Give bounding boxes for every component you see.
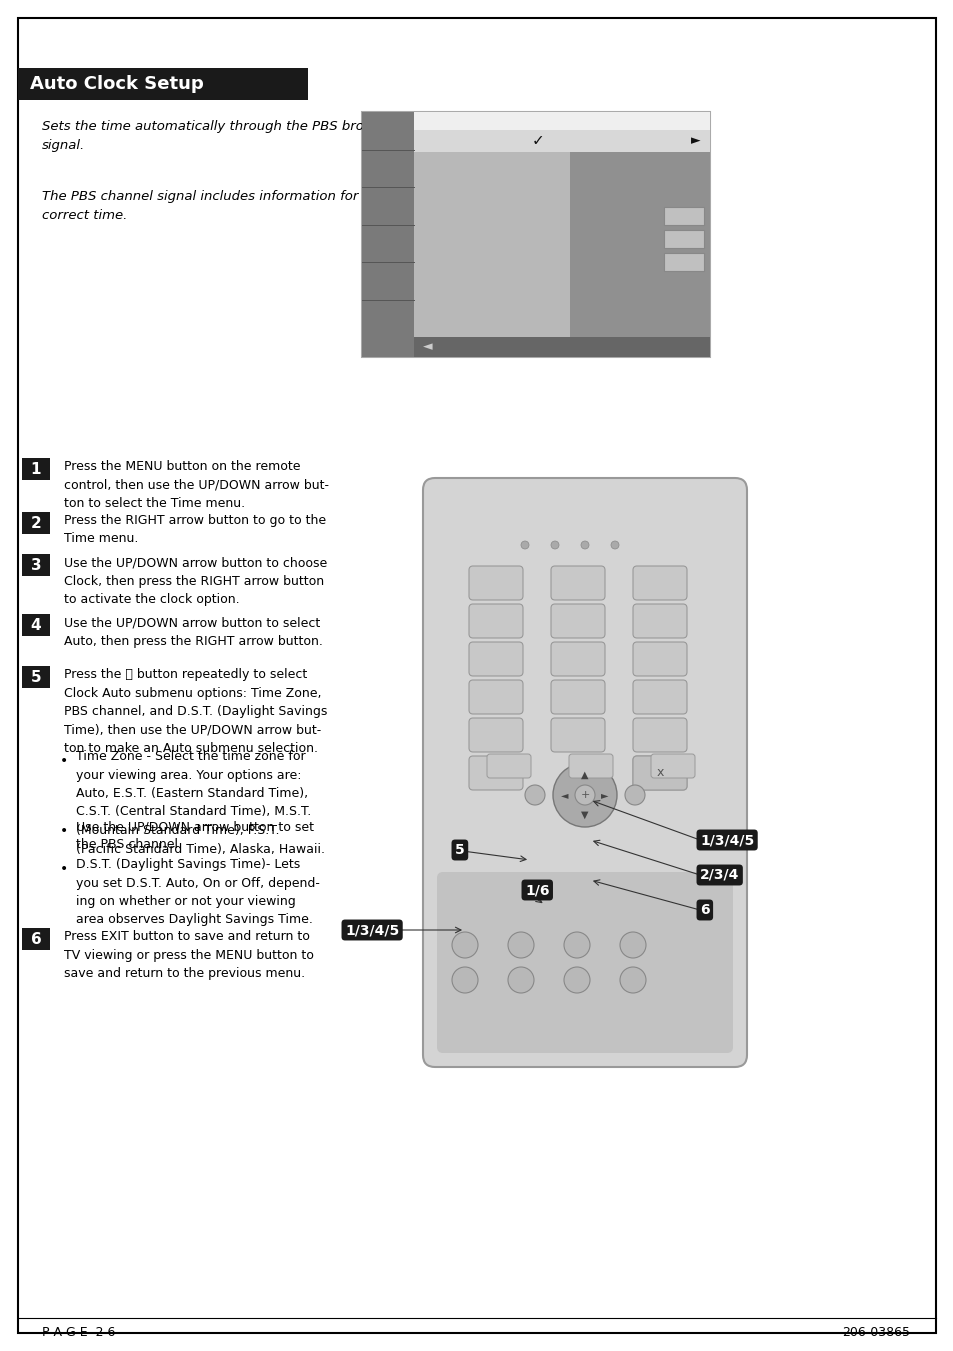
Circle shape — [619, 932, 645, 958]
Bar — [22, 512, 50, 534]
Text: ◄: ◄ — [423, 340, 433, 354]
FancyBboxPatch shape — [633, 717, 686, 753]
Text: 1/3/4/5: 1/3/4/5 — [700, 834, 754, 847]
Text: Time Zone - Select the time zone for
your viewing area. Your options are:
Auto, : Time Zone - Select the time zone for you… — [76, 750, 325, 855]
Bar — [18, 68, 308, 100]
Circle shape — [551, 540, 558, 549]
FancyBboxPatch shape — [436, 871, 732, 1052]
FancyBboxPatch shape — [633, 680, 686, 713]
Text: 1/6: 1/6 — [524, 884, 549, 897]
Text: D.S.T. (Daylight Savings Time)- Lets
you set D.S.T. Auto, On or Off, depend-
ing: D.S.T. (Daylight Savings Time)- Lets you… — [76, 858, 319, 927]
Text: Press the RIGHT arrow button to go to the
Time menu.: Press the RIGHT arrow button to go to th… — [64, 513, 326, 546]
Bar — [361, 112, 414, 357]
Text: 6: 6 — [700, 902, 709, 917]
Text: ►: ► — [691, 135, 700, 147]
FancyBboxPatch shape — [551, 680, 604, 713]
Bar — [414, 130, 709, 153]
Text: ►: ► — [600, 790, 608, 800]
Circle shape — [507, 932, 534, 958]
Text: +: + — [579, 790, 589, 800]
Text: 6: 6 — [30, 931, 41, 947]
Circle shape — [624, 785, 644, 805]
Text: ▲: ▲ — [580, 770, 588, 780]
FancyBboxPatch shape — [551, 604, 604, 638]
Text: 2: 2 — [30, 516, 41, 531]
Text: x: x — [656, 766, 663, 780]
FancyBboxPatch shape — [469, 566, 522, 600]
FancyBboxPatch shape — [633, 642, 686, 676]
Text: Press the Ⓐ button repeatedly to select
Clock Auto submenu options: Time Zone,
P: Press the Ⓐ button repeatedly to select … — [64, 667, 327, 755]
Circle shape — [553, 763, 617, 827]
Text: Use the UP/DOWN arrow button to set
the PBS channel.: Use the UP/DOWN arrow button to set the … — [76, 820, 314, 851]
Text: Auto Clock Setup: Auto Clock Setup — [30, 76, 204, 93]
FancyBboxPatch shape — [551, 642, 604, 676]
FancyBboxPatch shape — [469, 604, 522, 638]
Circle shape — [452, 967, 477, 993]
Text: Use the UP/DOWN arrow button to select
Auto, then press the RIGHT arrow button.: Use the UP/DOWN arrow button to select A… — [64, 616, 322, 647]
Text: ▼: ▼ — [580, 811, 588, 820]
Text: Press EXIT button to save and return to
TV viewing or press the MENU button to
s: Press EXIT button to save and return to … — [64, 929, 314, 979]
Bar — [414, 112, 709, 130]
Circle shape — [580, 540, 588, 549]
FancyBboxPatch shape — [650, 754, 695, 778]
Circle shape — [563, 967, 589, 993]
Text: Use the UP/DOWN arrow button to choose
Clock, then press the RIGHT arrow button
: Use the UP/DOWN arrow button to choose C… — [64, 557, 327, 607]
Bar — [22, 613, 50, 636]
Text: 4: 4 — [30, 617, 41, 632]
Text: •: • — [60, 824, 69, 838]
FancyBboxPatch shape — [469, 642, 522, 676]
Circle shape — [610, 540, 618, 549]
Text: 1/3/4/5: 1/3/4/5 — [345, 923, 399, 938]
Circle shape — [563, 932, 589, 958]
Text: ✓: ✓ — [532, 134, 544, 149]
Text: 2/3/4: 2/3/4 — [700, 867, 739, 882]
Text: 1: 1 — [30, 462, 41, 477]
Bar — [22, 666, 50, 688]
Polygon shape — [268, 68, 308, 100]
Circle shape — [452, 932, 477, 958]
Text: P A G E  2 6: P A G E 2 6 — [42, 1327, 115, 1339]
Bar — [22, 928, 50, 950]
Text: Sets the time automatically through the PBS broadcast
signal.: Sets the time automatically through the … — [42, 120, 408, 153]
Bar — [361, 112, 709, 357]
Bar — [414, 336, 709, 357]
FancyBboxPatch shape — [633, 566, 686, 600]
Text: •: • — [60, 862, 69, 875]
Circle shape — [507, 967, 534, 993]
FancyBboxPatch shape — [551, 566, 604, 600]
Bar — [663, 230, 703, 249]
Circle shape — [575, 785, 595, 805]
Bar — [22, 458, 50, 480]
Text: ◄: ◄ — [560, 790, 568, 800]
Text: 5: 5 — [30, 670, 41, 685]
FancyBboxPatch shape — [469, 757, 522, 790]
Text: 3: 3 — [30, 558, 41, 573]
FancyBboxPatch shape — [633, 757, 686, 790]
Bar — [663, 207, 703, 226]
FancyBboxPatch shape — [486, 754, 531, 778]
Text: 5: 5 — [455, 843, 464, 857]
Text: The PBS channel signal includes information for the
correct time.: The PBS channel signal includes informat… — [42, 190, 384, 222]
FancyBboxPatch shape — [633, 604, 686, 638]
Bar — [22, 554, 50, 576]
Circle shape — [619, 967, 645, 993]
FancyBboxPatch shape — [469, 680, 522, 713]
FancyBboxPatch shape — [568, 754, 613, 778]
FancyBboxPatch shape — [422, 478, 746, 1067]
Circle shape — [520, 540, 529, 549]
FancyBboxPatch shape — [469, 717, 522, 753]
FancyBboxPatch shape — [633, 757, 686, 790]
Text: Press the MENU button on the remote
control, then use the UP/DOWN arrow but-
ton: Press the MENU button on the remote cont… — [64, 459, 329, 509]
FancyBboxPatch shape — [551, 717, 604, 753]
Text: •: • — [60, 754, 69, 767]
Text: 206-03865: 206-03865 — [841, 1327, 909, 1339]
Bar — [414, 153, 569, 336]
Circle shape — [524, 785, 544, 805]
Bar — [569, 153, 709, 336]
Bar — [663, 253, 703, 272]
